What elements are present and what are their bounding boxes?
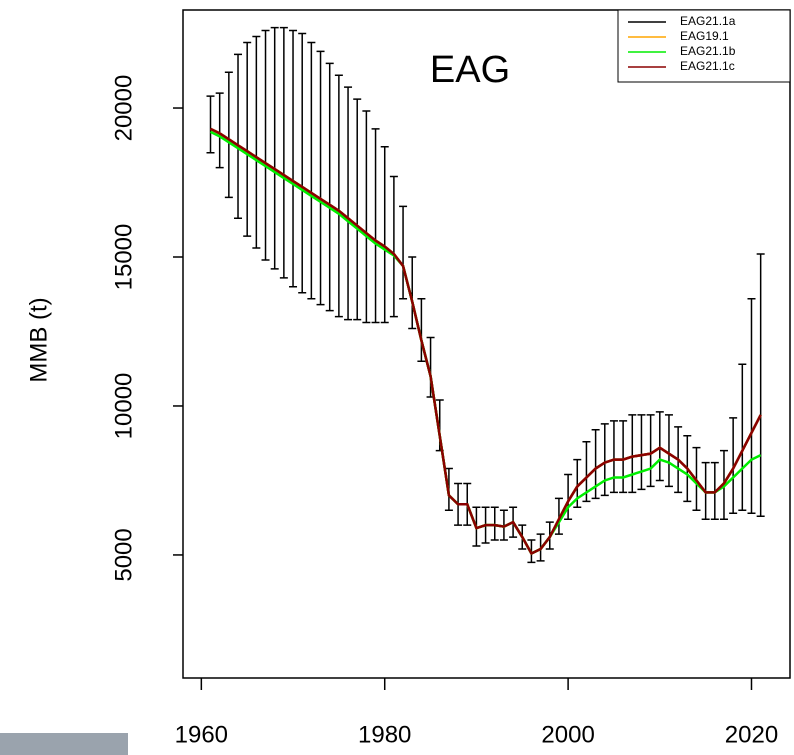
error-bar [344,86,353,321]
annotation: EAG [430,49,510,91]
error-bar [325,62,334,312]
series-line [209,127,762,556]
error-bar [628,414,637,494]
error-bar [289,29,298,288]
error-bar [261,29,270,261]
error-bar [554,497,563,535]
error-bar [499,509,508,541]
legend-label: EAG21.1b [680,44,736,58]
error-bar [600,423,609,497]
error-bar [234,53,243,220]
error-bar [490,506,499,541]
error-bar [362,110,371,324]
photo-thumbnail [0,733,128,755]
plot-frame [182,9,791,679]
y-tick-label: 10000 [110,373,137,440]
error-bar [371,128,380,324]
error-bar [637,414,646,491]
error-bar [380,146,389,324]
x-tick-label: 1980 [358,721,411,748]
x-tick-label: 2000 [541,721,594,748]
error-bar [756,253,765,517]
error-bar [224,71,233,199]
legend-label: EAG19.1 [680,29,729,43]
error-bar [655,411,664,482]
error-bar [738,363,747,512]
error-bar [316,50,325,306]
error-bar [609,420,618,494]
error-bar [298,32,307,294]
error-bar [729,417,738,514]
legend-label: EAG21.1c [680,59,735,73]
error-bar [646,414,655,488]
legend-label: EAG21.1a [680,14,736,28]
error-bar [747,297,756,514]
error-bar [408,256,417,330]
error-bar [243,41,252,237]
error-bar [564,473,573,520]
error-bar [334,74,343,318]
error-bar [279,26,288,279]
x-tick-label: 2020 [725,721,778,748]
y-axis-label: MMB (t) [25,297,52,382]
error-bar [417,297,426,363]
error-bar [664,414,673,488]
error-bar [252,35,261,249]
error-bar [619,420,628,494]
y-tick-label: 20000 [110,75,137,142]
y-tick-label: 5000 [110,528,137,581]
error-bar [399,205,408,300]
error-bar [389,175,398,318]
error-bar [270,26,279,270]
error-bar [206,95,215,154]
error-bar [307,41,316,300]
error-bar [215,92,224,169]
x-tick-label: 1960 [175,721,228,748]
error-bar [353,98,362,321]
y-tick-label: 15000 [110,224,137,291]
